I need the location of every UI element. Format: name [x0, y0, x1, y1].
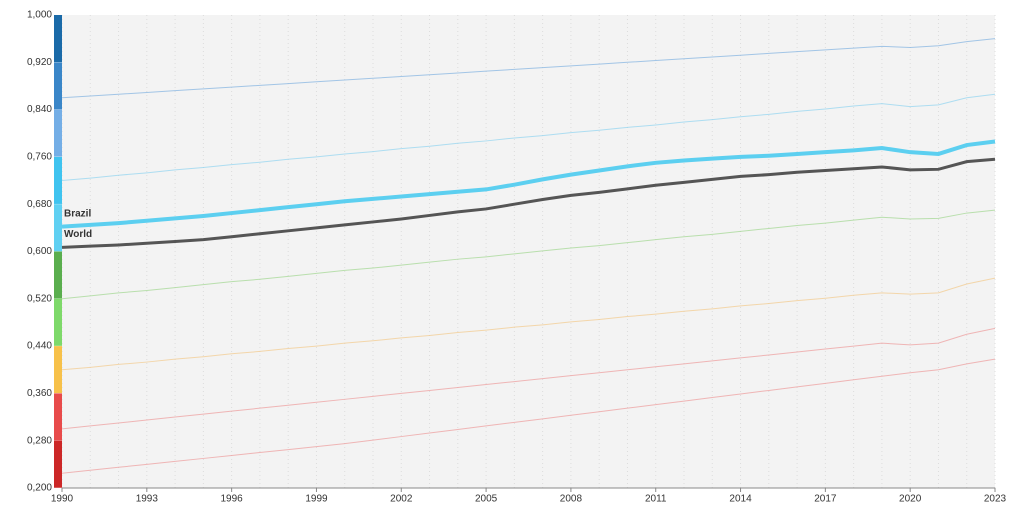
axis-color-band — [54, 109, 62, 157]
axis-color-band — [54, 15, 62, 63]
axis-color-band — [54, 62, 62, 110]
y-tick-label: 0,600 — [27, 246, 52, 257]
x-tick-label: 1990 — [51, 494, 74, 505]
y-tick-label: 0,840 — [27, 104, 52, 115]
series-label: Brazil — [64, 208, 91, 219]
y-tick-label: 0,360 — [27, 388, 52, 399]
x-tick-label: 1993 — [136, 494, 159, 505]
x-tick-label: 2005 — [475, 494, 498, 505]
x-tick-label: 2008 — [560, 494, 583, 505]
axis-color-band — [54, 346, 62, 394]
series-label: World — [64, 229, 92, 240]
x-tick-label: 2002 — [390, 494, 413, 505]
axis-color-band — [54, 393, 62, 441]
axis-color-band — [54, 440, 62, 488]
axis-color-band — [54, 204, 62, 252]
series-line — [61, 157, 996, 249]
background-line — [61, 209, 996, 300]
background-line — [61, 38, 996, 99]
y-tick-label: 0,280 — [27, 435, 52, 446]
background-line — [61, 93, 996, 182]
series-line — [61, 139, 996, 229]
x-tick-label: 2014 — [729, 494, 752, 505]
x-tick-label: 1999 — [305, 494, 328, 505]
y-tick-label: 0,200 — [27, 483, 52, 494]
x-tick-label: 2023 — [984, 494, 1007, 505]
axis-color-band — [54, 298, 62, 347]
y-tick-label: 0,760 — [27, 152, 52, 163]
x-tick-label: 1996 — [221, 494, 244, 505]
axis-color-band — [54, 251, 62, 299]
y-tick-label: 1,000 — [27, 10, 52, 21]
background-line — [61, 327, 996, 430]
y-tick-label: 0,920 — [27, 57, 52, 68]
x-tick-label: 2020 — [899, 494, 922, 505]
y-tick-label: 0,520 — [27, 293, 52, 304]
background-line — [61, 358, 996, 474]
x-tick-label: 2017 — [814, 494, 837, 505]
background-line — [61, 277, 996, 371]
x-tick-label: 2011 — [645, 494, 667, 505]
y-tick-label: 0,440 — [27, 341, 52, 352]
plot-background — [62, 15, 995, 488]
axis-color-band — [54, 156, 62, 205]
y-tick-label: 0,680 — [27, 199, 52, 210]
